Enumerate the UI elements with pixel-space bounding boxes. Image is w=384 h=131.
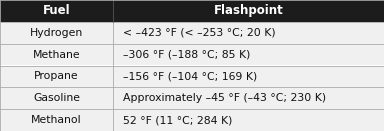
Text: 52 °F (11 °C; 284 K): 52 °F (11 °C; 284 K): [123, 115, 232, 125]
Text: Approximately –45 °F (–43 °C; 230 K): Approximately –45 °F (–43 °C; 230 K): [123, 93, 326, 103]
Text: Hydrogen: Hydrogen: [30, 28, 83, 38]
Text: Methane: Methane: [33, 50, 81, 60]
Bar: [0, 109, 384, 131]
Text: < –423 °F (< –253 °C; 20 K): < –423 °F (< –253 °C; 20 K): [123, 28, 275, 38]
Text: Fuel: Fuel: [43, 4, 70, 17]
Text: Gasoline: Gasoline: [33, 93, 80, 103]
Bar: [0, 22, 384, 44]
Text: Flashpoint: Flashpoint: [214, 4, 283, 17]
Bar: [0, 66, 384, 87]
Text: –306 °F (–188 °C; 85 K): –306 °F (–188 °C; 85 K): [123, 50, 250, 60]
Text: Propane: Propane: [34, 71, 79, 81]
Bar: [0, 87, 384, 109]
Bar: [0, 44, 384, 66]
Bar: [0, 0, 384, 22]
Text: –156 °F (–104 °C; 169 K): –156 °F (–104 °C; 169 K): [123, 71, 257, 81]
Text: Methanol: Methanol: [31, 115, 82, 125]
